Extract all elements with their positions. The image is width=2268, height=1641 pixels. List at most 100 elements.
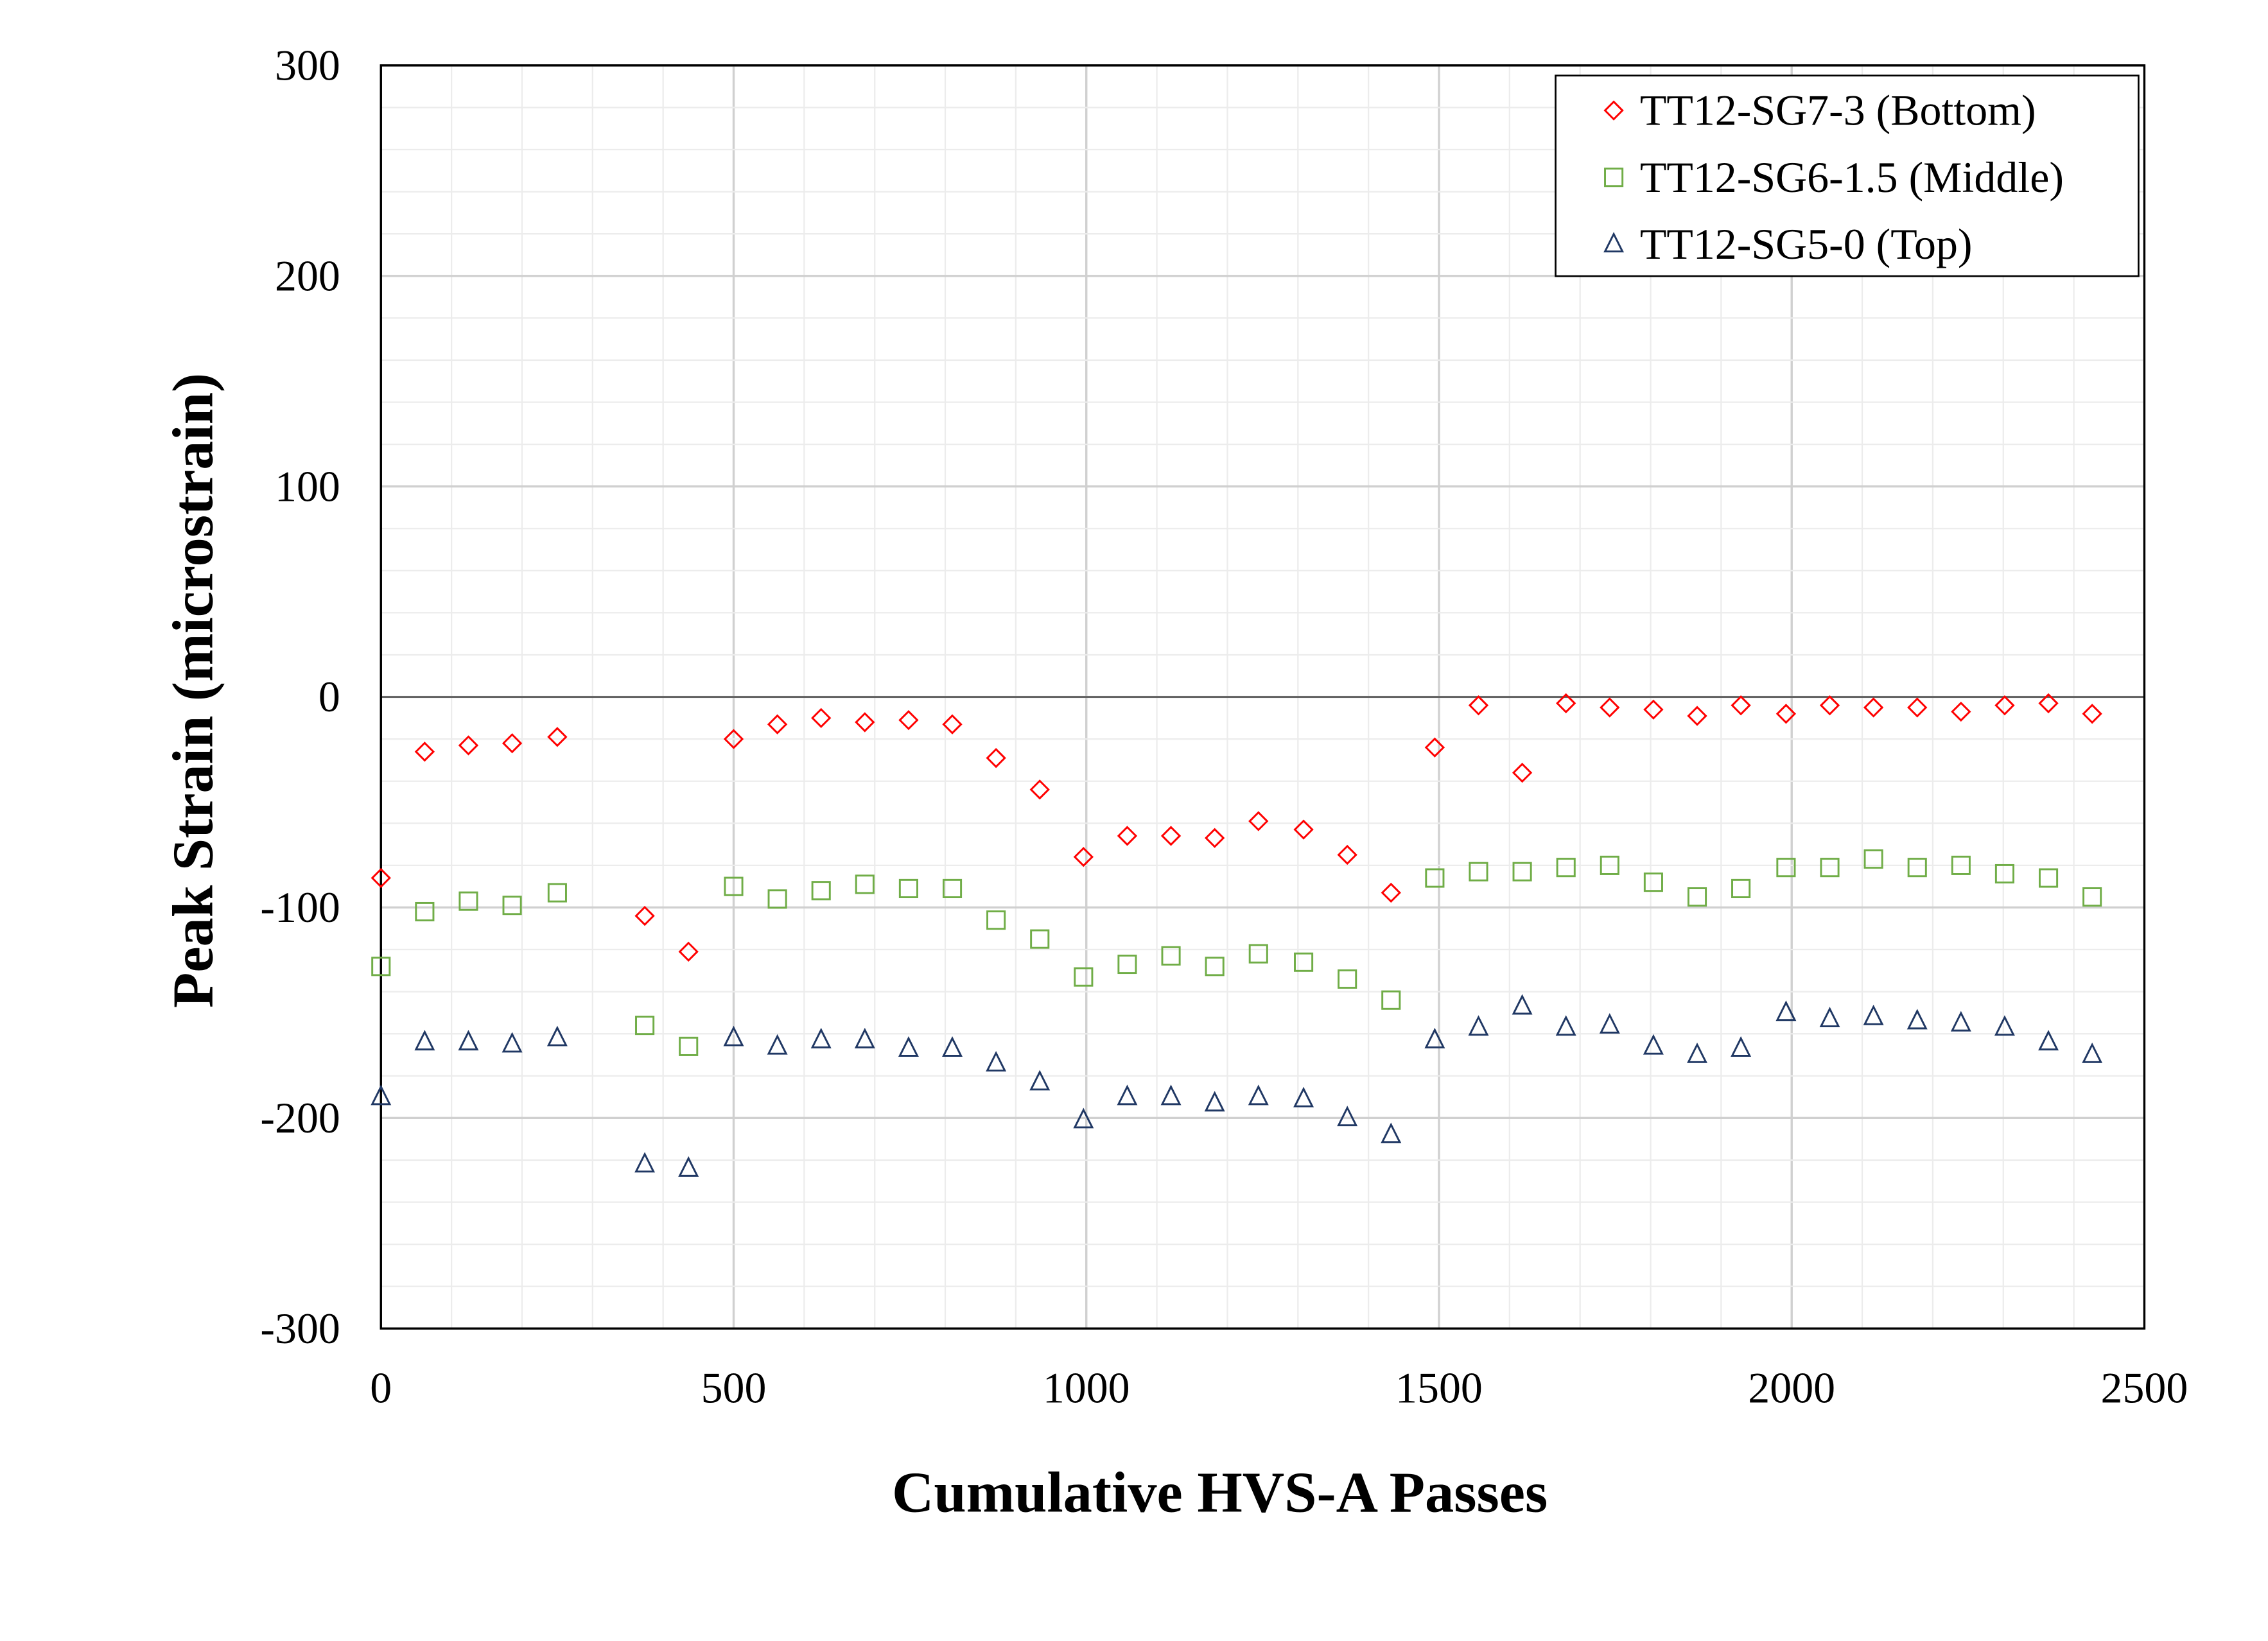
triangle-marker — [1863, 1004, 1884, 1025]
y-axis-label: Peak Strain (microstrain) — [161, 373, 225, 1008]
triangle-marker — [1381, 1122, 1402, 1143]
diamond-marker — [1603, 100, 1624, 121]
triangle-marker — [1424, 1027, 1445, 1048]
diamond-marker — [634, 905, 655, 926]
square-marker — [1338, 969, 1357, 989]
diamond-marker — [1600, 697, 1620, 718]
data-points — [371, 693, 2103, 1177]
diamond-marker — [678, 941, 699, 962]
x-axis-label: Cumulative HVS-A Passes — [892, 1460, 1548, 1525]
square-marker — [767, 889, 787, 909]
triangle-marker — [1468, 1015, 1489, 1036]
square-marker — [1205, 957, 1225, 977]
diamond-marker — [547, 727, 568, 747]
x-tick-label: 2500 — [2101, 1364, 2188, 1412]
diamond-marker — [1424, 737, 1445, 758]
triangle-marker — [458, 1030, 479, 1051]
square-marker — [942, 878, 963, 899]
triangle-marker — [986, 1050, 1007, 1072]
triangle-marker — [1160, 1084, 1182, 1106]
legend-label: TT12-SG5-0 (Top) — [1640, 220, 1973, 268]
diamond-marker — [767, 714, 788, 734]
square-marker — [2038, 868, 2059, 888]
square-marker — [724, 876, 744, 896]
square-marker — [855, 874, 875, 894]
square-marker — [679, 1036, 699, 1056]
square-marker — [415, 901, 435, 922]
square-marker — [1469, 862, 1488, 881]
triangle-marker — [546, 1025, 568, 1046]
plot-frame — [379, 64, 2146, 1330]
diamond-marker — [1337, 844, 1357, 865]
triangle-marker — [1337, 1106, 1358, 1127]
square-marker — [547, 883, 567, 903]
triangle-marker — [414, 1030, 435, 1051]
y-tick-label: 0 — [318, 672, 340, 721]
square-marker — [371, 957, 391, 977]
diamond-marker — [1907, 697, 1928, 718]
triangle-marker — [1029, 1070, 1051, 1091]
legend: TT12-SG7-3 (Bottom) TT12-SG6-1.5 (Middle)… — [1555, 74, 2140, 277]
square-marker — [1687, 887, 1707, 907]
square-marker — [1294, 952, 1314, 972]
triangle-marker — [1906, 1009, 1928, 1030]
grid — [379, 64, 2146, 1330]
square-marker — [1161, 946, 1181, 966]
square-marker — [1994, 864, 2015, 884]
diamond-marker — [1468, 695, 1489, 716]
diamond-marker — [1775, 704, 1797, 724]
diamond-marker — [1029, 779, 1050, 800]
diamond-marker — [855, 712, 875, 733]
triangle-marker — [1293, 1086, 1314, 1107]
x-tick-label: 500 — [701, 1364, 767, 1412]
square-marker — [1600, 855, 1619, 875]
triangle-marker — [1819, 1007, 1840, 1028]
square-marker — [1117, 954, 1137, 975]
x-tick-label: 0 — [370, 1364, 392, 1412]
triangle-marker — [1117, 1084, 1138, 1106]
diamond-marker — [1994, 695, 2015, 716]
triangle-marker — [1775, 1000, 1797, 1021]
y-tick-label: -300 — [260, 1304, 340, 1353]
y-tick-label: -200 — [260, 1093, 340, 1142]
square-marker — [1512, 862, 1532, 881]
legend-label: TT12-SG6-1.5 (Middle) — [1640, 153, 2064, 202]
diamond-marker — [414, 742, 435, 762]
y-tick-label: 100 — [275, 462, 340, 510]
diamond-marker — [1819, 695, 1840, 716]
legend-label: TT12-SG7-3 (Bottom) — [1640, 86, 2036, 135]
triangle-marker — [2038, 1030, 2059, 1051]
triangle-marker — [502, 1032, 523, 1053]
diamond-marker — [942, 714, 963, 734]
square-marker — [1074, 967, 1094, 987]
triangle-marker — [942, 1036, 963, 1057]
diamond-marker — [1117, 826, 1138, 846]
square-marker — [1381, 990, 1401, 1010]
triangle-marker — [1555, 1015, 1576, 1036]
square-marker — [635, 1016, 655, 1036]
series-diamond — [371, 693, 2102, 962]
square-marker — [2082, 887, 2102, 907]
triangle-marker — [1512, 994, 1533, 1015]
diamond-marker — [1556, 693, 1576, 714]
diamond-marker — [458, 735, 479, 756]
diamond-marker — [1863, 697, 1884, 718]
square-marker — [1643, 873, 1663, 892]
triangle-marker — [1073, 1107, 1094, 1129]
diamond-marker — [2038, 693, 2059, 714]
square-marker — [986, 910, 1006, 930]
diamond-marker — [811, 708, 832, 729]
series-square — [371, 849, 2102, 1056]
square-marker — [1820, 858, 1840, 878]
square-marker — [1556, 858, 1576, 878]
y-tick-label: 200 — [275, 251, 340, 300]
triangle-marker — [1687, 1042, 1707, 1063]
triangle-marker — [634, 1152, 656, 1173]
legend-box — [1555, 74, 2140, 277]
square-marker — [1863, 849, 1883, 869]
triangle-marker — [678, 1156, 699, 1177]
triangle-marker — [1603, 232, 1625, 253]
diamond-marker — [1293, 819, 1314, 840]
triangle-marker — [810, 1027, 832, 1048]
square-marker — [1907, 858, 1927, 878]
